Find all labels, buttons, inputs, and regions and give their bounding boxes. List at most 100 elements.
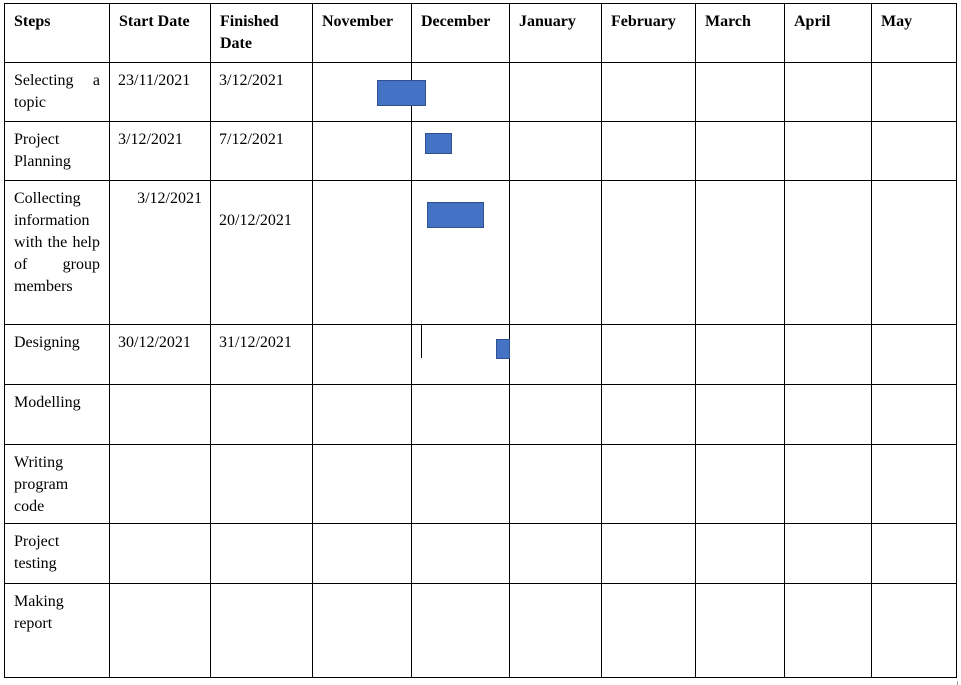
header-row: Steps Start Date Finished Date November … xyxy=(4,3,957,63)
header-month-january: January xyxy=(509,3,602,63)
start-date-cell: 3/12/2021 xyxy=(109,180,211,325)
month-cell xyxy=(312,180,412,325)
month-cell xyxy=(509,121,602,181)
month-cell xyxy=(784,62,872,122)
month-cell xyxy=(784,444,872,524)
month-cell xyxy=(312,523,412,584)
table-row: Designing 30/12/2021 31/12/2021 xyxy=(4,324,957,385)
month-cell xyxy=(784,324,872,385)
month-cell xyxy=(601,523,696,584)
step-cell: Project Planning xyxy=(4,121,110,181)
month-cell xyxy=(871,324,957,385)
header-month-november: November xyxy=(312,3,412,63)
finished-date-cell xyxy=(210,583,313,678)
month-cell xyxy=(601,324,696,385)
month-cell xyxy=(509,324,602,385)
month-cell xyxy=(601,583,696,678)
month-cell xyxy=(784,121,872,181)
month-cell xyxy=(871,583,957,678)
start-date-cell xyxy=(109,523,211,584)
table-row: Modelling xyxy=(4,384,957,445)
header-month-march: March xyxy=(695,3,785,63)
month-cell xyxy=(871,384,957,445)
month-cell xyxy=(509,583,602,678)
step-cell: Modelling xyxy=(4,384,110,445)
gantt-bar-project-planning xyxy=(425,133,452,154)
month-cell xyxy=(312,384,412,445)
header-start-date: Start Date xyxy=(109,3,211,63)
month-cell xyxy=(411,62,510,122)
month-cell xyxy=(509,444,602,524)
month-cell xyxy=(411,444,510,524)
gantt-bar-selecting-topic xyxy=(377,80,426,106)
header-month-february: February xyxy=(601,3,696,63)
step-cell: Writing program code xyxy=(4,444,110,524)
finished-date-cell: 3/12/2021 xyxy=(210,62,313,122)
month-cell xyxy=(601,444,696,524)
table-row: Project Planning 3/12/2021 7/12/2021 xyxy=(4,121,957,181)
month-cell xyxy=(695,583,785,678)
month-cell xyxy=(601,62,696,122)
month-cell xyxy=(509,180,602,325)
start-date-cell: 23/11/2021 xyxy=(109,62,211,122)
month-cell xyxy=(871,444,957,524)
finished-date-cell xyxy=(210,384,313,445)
step-cell: Collecting information with the help of … xyxy=(4,180,110,325)
month-cell xyxy=(411,523,510,584)
header-month-april: April xyxy=(784,3,872,63)
header-finished-date: Finished Date xyxy=(210,3,313,63)
header-month-december: December xyxy=(411,3,510,63)
month-cell xyxy=(312,583,412,678)
month-cell xyxy=(871,523,957,584)
finished-date-cell xyxy=(210,444,313,524)
finished-date-cell: 7/12/2021 xyxy=(210,121,313,181)
start-date-cell: 3/12/2021 xyxy=(109,121,211,181)
month-cell xyxy=(784,523,872,584)
month-cell xyxy=(695,523,785,584)
month-cell xyxy=(312,121,412,181)
start-date-cell xyxy=(109,444,211,524)
finished-date-cell: 20/12/2021 xyxy=(210,180,313,325)
month-cell xyxy=(509,62,602,122)
month-cell xyxy=(695,324,785,385)
month-cell xyxy=(871,180,957,325)
month-cell xyxy=(871,62,957,122)
table-row: Writing program code xyxy=(4,444,957,524)
month-cell xyxy=(411,384,510,445)
month-cell xyxy=(784,384,872,445)
month-cell xyxy=(601,384,696,445)
month-cell xyxy=(509,384,602,445)
month-cell xyxy=(695,121,785,181)
month-cell xyxy=(871,121,957,181)
month-cell xyxy=(411,324,510,385)
month-cell xyxy=(312,324,412,385)
gantt-bar-collecting-information xyxy=(427,202,484,228)
month-cell xyxy=(312,444,412,524)
start-date-cell: 30/12/2021 xyxy=(109,324,211,385)
finished-date-cell: 31/12/2021 xyxy=(210,324,313,385)
step-cell: Project testing xyxy=(4,523,110,584)
page-corner-mark xyxy=(957,681,961,685)
step-cell: Making report xyxy=(4,583,110,678)
month-cell xyxy=(784,180,872,325)
gantt-table: Steps Start Date Finished Date November … xyxy=(4,3,957,678)
month-cell xyxy=(695,444,785,524)
start-date-cell xyxy=(109,384,211,445)
finished-date-cell xyxy=(210,523,313,584)
month-cell xyxy=(784,583,872,678)
month-cell xyxy=(411,583,510,678)
month-cell xyxy=(695,62,785,122)
table-row: Collecting information with the help of … xyxy=(4,180,957,325)
header-steps: Steps xyxy=(4,3,110,63)
table-row: Making report xyxy=(4,583,957,678)
month-cell xyxy=(695,180,785,325)
month-cell xyxy=(601,180,696,325)
month-cell xyxy=(509,523,602,584)
header-month-may: May xyxy=(871,3,957,63)
step-cell: Selecting a topic xyxy=(4,62,110,122)
month-cell xyxy=(601,121,696,181)
month-cell xyxy=(695,384,785,445)
gantt-bar-designing xyxy=(496,339,510,359)
table-row: Project testing xyxy=(4,523,957,584)
table-row: Selecting a topic 23/11/2021 3/12/2021 xyxy=(4,62,957,122)
